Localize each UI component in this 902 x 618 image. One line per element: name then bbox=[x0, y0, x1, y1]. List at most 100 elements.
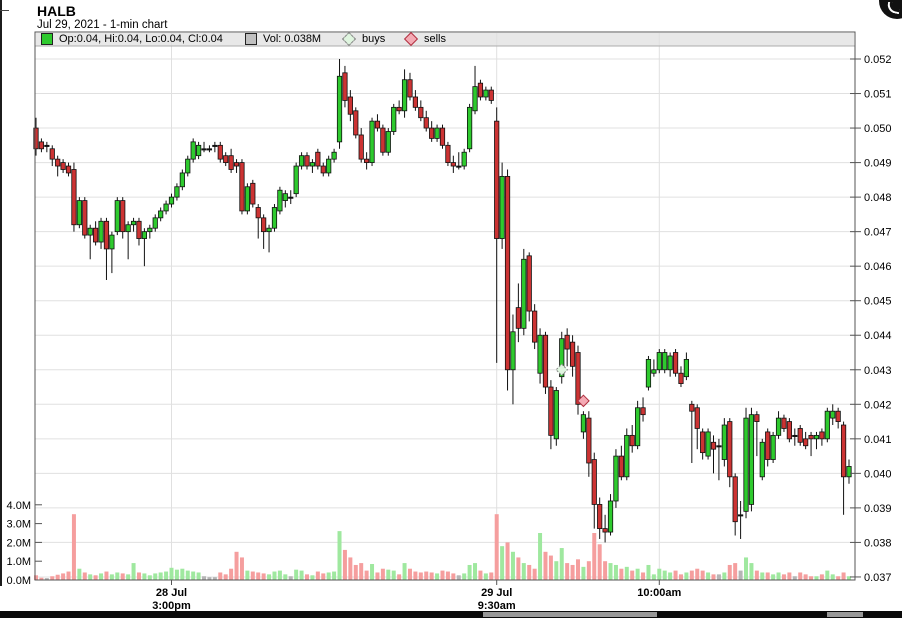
candle bbox=[71, 169, 77, 226]
volume-bar bbox=[315, 571, 320, 580]
volume-bar bbox=[120, 573, 125, 580]
volume-bar bbox=[391, 570, 396, 580]
volume-bar bbox=[359, 563, 364, 580]
volume-bar bbox=[462, 573, 467, 580]
price-tick-label: 0.051 bbox=[864, 89, 892, 101]
price-tick-label: 0.047 bbox=[864, 227, 892, 239]
candle bbox=[271, 207, 278, 229]
candle bbox=[44, 144, 50, 147]
price-tick-label: 0.041 bbox=[864, 434, 892, 446]
volume-bar bbox=[207, 577, 212, 580]
candle bbox=[261, 217, 267, 233]
volume-bar bbox=[283, 574, 288, 580]
candle bbox=[607, 500, 614, 533]
legend-item-buys: buys bbox=[341, 31, 385, 47]
left-window-notch bbox=[0, 10, 9, 11]
candle bbox=[819, 431, 825, 440]
candle bbox=[830, 410, 836, 419]
candle bbox=[38, 141, 45, 150]
candle bbox=[418, 106, 424, 119]
volume-bar bbox=[277, 570, 282, 580]
price-tick-label: 0.039 bbox=[864, 503, 892, 515]
candle bbox=[613, 455, 619, 502]
volume-bar bbox=[272, 571, 277, 580]
candle bbox=[233, 162, 240, 167]
volume-bar bbox=[261, 573, 266, 580]
price-tick-label: 0.044 bbox=[864, 330, 892, 342]
volume-bar bbox=[234, 551, 239, 580]
candle bbox=[515, 307, 521, 329]
volume-bar bbox=[299, 570, 304, 580]
volume-bar bbox=[321, 573, 326, 580]
volume-tick-label: 1.0M bbox=[7, 556, 31, 568]
candle bbox=[645, 359, 652, 388]
volume-bar bbox=[429, 572, 434, 580]
volume-bar bbox=[765, 572, 770, 580]
volume-bar bbox=[624, 566, 629, 580]
candle bbox=[738, 514, 744, 517]
candle bbox=[298, 155, 305, 167]
volume-bar bbox=[771, 574, 776, 580]
volume-bar bbox=[337, 531, 342, 580]
candle bbox=[130, 220, 137, 226]
volume-bar bbox=[483, 573, 488, 580]
candle bbox=[304, 155, 310, 167]
price-tick-label: 0.042 bbox=[864, 399, 892, 411]
candle bbox=[477, 82, 484, 98]
price-tick-label: 0.038 bbox=[864, 537, 892, 549]
volume-bar bbox=[88, 574, 93, 580]
candle bbox=[499, 176, 505, 239]
candle bbox=[136, 220, 142, 239]
volume-readout: Vol: 0.038M bbox=[263, 33, 322, 45]
candle bbox=[580, 414, 587, 433]
volume-bar bbox=[695, 568, 700, 580]
volume-bar bbox=[684, 572, 689, 580]
candle bbox=[721, 424, 727, 460]
volume-bar bbox=[115, 572, 120, 580]
candle bbox=[342, 72, 348, 101]
volume-bar bbox=[722, 572, 727, 580]
volume-bar bbox=[50, 576, 55, 580]
volume-bar bbox=[754, 570, 759, 580]
trade-markers bbox=[555, 363, 590, 408]
candle bbox=[624, 434, 630, 478]
candle bbox=[288, 196, 294, 199]
volume-bar bbox=[305, 574, 309, 580]
candle bbox=[575, 352, 581, 405]
candle bbox=[282, 193, 288, 201]
volume-bar bbox=[613, 564, 618, 580]
volume-bar bbox=[668, 572, 673, 580]
volume-bar bbox=[781, 574, 786, 580]
candle bbox=[775, 417, 782, 436]
candles bbox=[33, 59, 852, 543]
volume-bar bbox=[407, 568, 412, 580]
candle bbox=[732, 476, 738, 523]
candle bbox=[293, 165, 299, 195]
bottom-edge-highlight bbox=[483, 612, 657, 617]
candle bbox=[824, 410, 830, 440]
candle bbox=[239, 162, 245, 212]
volume-bar bbox=[104, 571, 109, 580]
legend-item-ohlc: Op:0.04, Hi:0.04, Lo:0.04, Cl:0.04 bbox=[41, 32, 223, 46]
volume-bar bbox=[787, 572, 792, 580]
volume-bar bbox=[55, 574, 60, 580]
candle bbox=[277, 189, 283, 212]
time-tick-label: 3:00pm bbox=[152, 600, 191, 612]
volume-bar bbox=[126, 574, 131, 580]
bottom-window-edge bbox=[0, 611, 902, 618]
candle bbox=[786, 421, 792, 440]
volume-bar bbox=[570, 564, 575, 580]
buys-diamond-icon bbox=[341, 31, 357, 47]
candle bbox=[564, 334, 570, 350]
volume-bar bbox=[380, 568, 385, 580]
candle bbox=[125, 224, 131, 233]
volume-bar bbox=[202, 576, 207, 580]
candle bbox=[353, 110, 359, 136]
candle bbox=[158, 210, 164, 219]
volume-bar bbox=[44, 578, 49, 580]
corner-clock-icon[interactable] bbox=[879, 0, 902, 19]
volume-bar bbox=[608, 563, 613, 580]
